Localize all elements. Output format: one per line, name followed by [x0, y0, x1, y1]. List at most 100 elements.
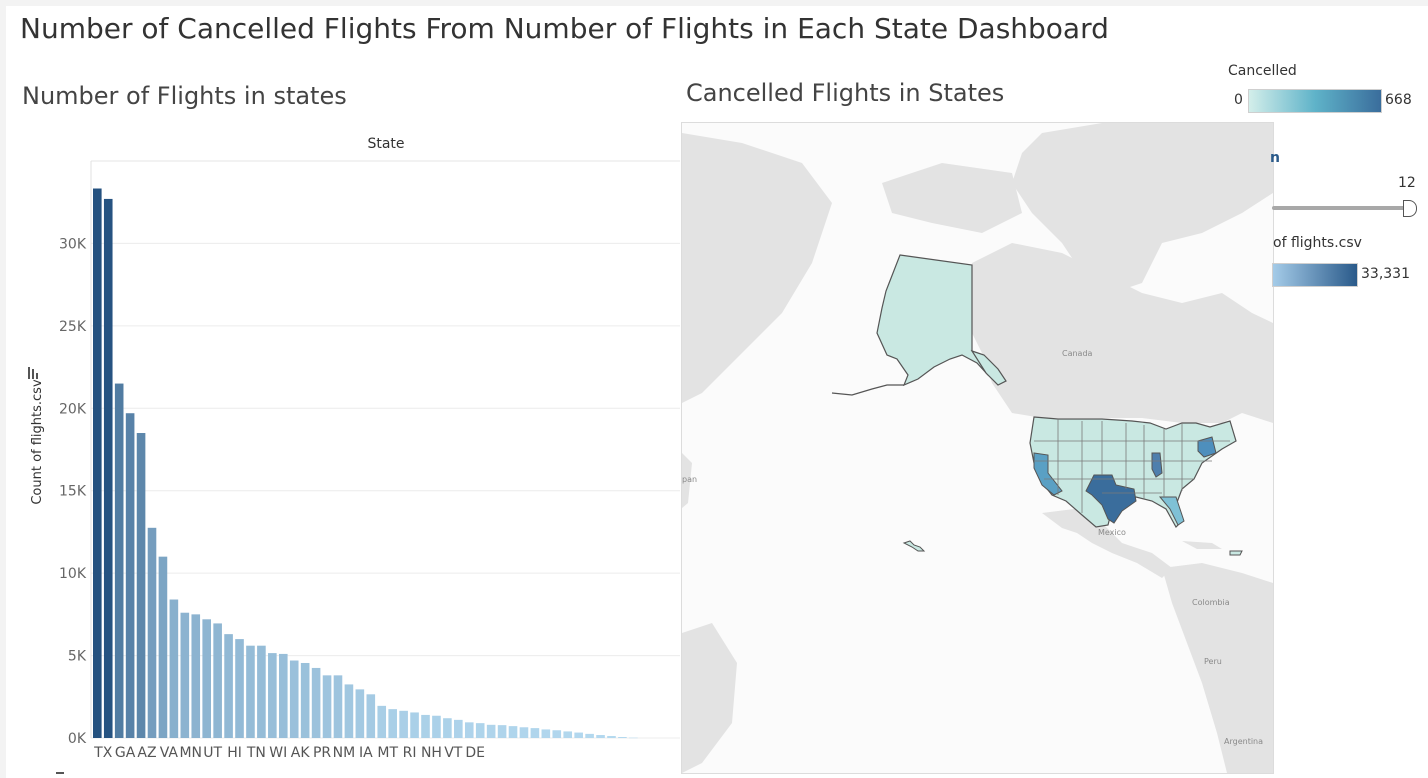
bar[interactable]: [235, 639, 244, 738]
x-tick-label: RI: [403, 745, 417, 761]
map-canvas[interactable]: [682, 123, 1273, 773]
x-tick-label: MT: [377, 745, 398, 761]
bar[interactable]: [191, 614, 201, 738]
bar[interactable]: [541, 729, 551, 738]
bottom-edge-mark: [56, 772, 64, 774]
us-state-borders: [1034, 419, 1230, 513]
bar[interactable]: [607, 736, 616, 738]
bar[interactable]: [344, 684, 354, 738]
map-label-japan: pan: [682, 475, 698, 484]
bar[interactable]: [443, 718, 452, 738]
count-legend-title: of flights.csv: [1273, 235, 1362, 251]
bar[interactable]: [432, 715, 441, 738]
x-tick-label: TX: [93, 745, 113, 761]
bar[interactable]: [158, 556, 168, 738]
bar[interactable]: [289, 660, 299, 738]
us-contiguous[interactable]: [1029, 416, 1237, 528]
x-tick-label: AK: [291, 745, 311, 761]
land-asia: [682, 133, 832, 403]
bar[interactable]: [552, 730, 562, 738]
bar[interactable]: [257, 645, 266, 738]
bar[interactable]: [355, 689, 365, 738]
illinois-state[interactable]: [1151, 452, 1163, 478]
bar[interactable]: [366, 694, 376, 738]
bars[interactable]: [93, 188, 638, 739]
x-tick-label: UT: [203, 745, 222, 761]
bar[interactable]: [246, 645, 255, 738]
bar[interactable]: [399, 710, 408, 738]
bar[interactable]: [268, 653, 277, 738]
bar[interactable]: [388, 709, 397, 738]
bar[interactable]: [322, 675, 332, 738]
bar[interactable]: [224, 634, 233, 738]
bar[interactable]: [574, 732, 583, 738]
new-york-state[interactable]: [1197, 436, 1217, 458]
x-tick-label: DE: [465, 745, 485, 761]
bar[interactable]: [464, 722, 474, 738]
bar[interactable]: [530, 728, 540, 738]
bar[interactable]: [563, 731, 573, 738]
bar[interactable]: [421, 714, 430, 738]
land-australia-fragment: [682, 623, 737, 773]
land-central-america: [1042, 508, 1172, 578]
bar[interactable]: [596, 735, 605, 738]
filter-slider-knob[interactable]: [1403, 200, 1417, 217]
bar[interactable]: [300, 662, 310, 738]
bar[interactable]: [213, 623, 222, 738]
bar[interactable]: [202, 619, 211, 738]
bar[interactable]: [454, 719, 463, 738]
bar[interactable]: [486, 724, 496, 738]
x-tick-label: AZ: [137, 745, 156, 761]
bar[interactable]: [114, 383, 124, 738]
bar[interactable]: [333, 675, 343, 738]
puerto-rico-state[interactable]: [1229, 550, 1243, 556]
slider-title-fragment: n: [1270, 150, 1280, 166]
bar[interactable]: [147, 527, 157, 738]
cancelled-color-ramp[interactable]: [1248, 89, 1382, 113]
bar[interactable]: [410, 712, 419, 738]
bar[interactable]: [618, 737, 627, 738]
y-tick-label: 25K: [59, 319, 87, 335]
x-tick-label: NM: [333, 745, 356, 761]
column-header-state[interactable]: State: [367, 136, 404, 152]
bar[interactable]: [475, 723, 485, 738]
bar[interactable]: [278, 653, 288, 738]
x-tick-label: NH: [421, 745, 442, 761]
land-canada: [967, 243, 1273, 423]
hawaii-state[interactable]: [902, 540, 926, 552]
bar[interactable]: [103, 198, 113, 739]
bar[interactable]: [136, 433, 146, 738]
texas-state[interactable]: [1085, 474, 1137, 524]
bar[interactable]: [169, 599, 179, 738]
count-color-ramp[interactable]: [1272, 263, 1358, 287]
x-tick-label: VT: [444, 745, 463, 761]
bar[interactable]: [519, 727, 529, 738]
bar[interactable]: [125, 413, 135, 738]
bar[interactable]: [93, 188, 102, 738]
bar[interactable]: [508, 726, 518, 738]
florida-state[interactable]: [1158, 496, 1185, 526]
x-tick-label: GA: [115, 745, 136, 761]
map-label-canada: Canada: [1062, 349, 1093, 358]
y-tick-label: 15K: [59, 484, 87, 500]
bar[interactable]: [629, 737, 638, 739]
land-japan: [682, 453, 692, 508]
alaska-panhandle: [970, 349, 1007, 386]
bar[interactable]: [180, 612, 190, 738]
y-tick-label: 5K: [68, 649, 87, 665]
filter-slider-track[interactable]: [1272, 206, 1410, 210]
map-view[interactable]: Canada Mexico Colombia Peru Argentina pa…: [681, 122, 1274, 774]
x-tick-label: PR: [313, 745, 331, 761]
map-title: Cancelled Flights in States: [686, 79, 1005, 107]
bar[interactable]: [377, 705, 387, 738]
bar[interactable]: [311, 667, 321, 738]
bar[interactable]: [497, 725, 507, 738]
bar[interactable]: [585, 733, 594, 738]
y-axis-ticks: 0K 5K 10K 15K 20K 25K 30K: [59, 236, 87, 747]
x-tick-label: WI: [269, 745, 287, 761]
y-tick-label: 0K: [68, 731, 87, 747]
x-tick-label: TN: [246, 745, 266, 761]
bar-chart[interactable]: State 0K 5K 10K 15K 20K 25K 30K Count of fligh…: [0, 0, 680, 778]
land-greenland-arctic: [1012, 123, 1273, 293]
sort-icon[interactable]: [28, 367, 38, 379]
